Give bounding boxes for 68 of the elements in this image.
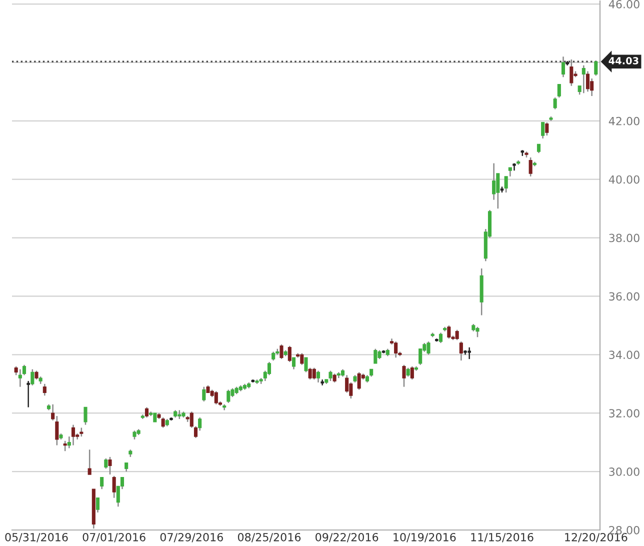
candlestick <box>96 497 100 514</box>
candlestick <box>374 348 378 364</box>
y-tick-label: 36.00 <box>609 292 640 301</box>
candlestick <box>104 458 108 470</box>
x-tick-label: 07/29/2016 <box>160 532 223 542</box>
candlestick <box>410 366 414 380</box>
candlestick <box>528 156 532 178</box>
ref-line-label: 44.03 <box>608 57 638 64</box>
x-tick-label: 05/31/2016 <box>5 532 68 542</box>
y-tick-label: 46.00 <box>608 0 640 8</box>
candlestick <box>447 324 451 340</box>
candlestick <box>144 406 149 418</box>
candlestick <box>545 122 549 136</box>
x-tick-label: 09/22/2016 <box>316 532 378 542</box>
y-tick-label: 32.00 <box>609 409 640 418</box>
candlestick <box>492 162 496 200</box>
candlestick <box>280 344 284 360</box>
candlestick <box>570 58 574 86</box>
candlestick <box>582 64 586 94</box>
candlestick <box>190 411 194 428</box>
candlestick <box>561 56 566 78</box>
candlestick <box>402 364 406 388</box>
candlestick <box>55 415 59 446</box>
candlestick <box>112 475 116 498</box>
y-tick-label: 30.00 <box>609 468 640 476</box>
x-tick-label: 08/25/2016 <box>238 532 301 542</box>
candlestick <box>214 390 218 405</box>
candlestick <box>594 60 598 76</box>
candlestick <box>394 340 398 358</box>
candlestick <box>357 372 361 390</box>
candlestick <box>42 383 46 396</box>
candlestick <box>557 84 561 98</box>
candlestick <box>541 122 545 140</box>
candlestick <box>328 370 332 382</box>
candlestick <box>476 326 480 338</box>
x-tick-label: 10/19/2016 <box>394 532 456 542</box>
candlestick <box>108 456 112 476</box>
candlestick <box>100 476 104 490</box>
candlestick <box>71 424 76 446</box>
candlestick <box>300 352 304 366</box>
candlestick <box>18 368 22 388</box>
candlestick <box>288 345 292 363</box>
x-tick-label: 07/01/2016 <box>82 532 146 542</box>
candlestick <box>51 404 55 422</box>
candlestick <box>30 368 34 386</box>
candlestick <box>308 367 312 380</box>
candlestick <box>553 96 557 110</box>
y-tick-label: 38.00 <box>609 234 640 242</box>
candlestick <box>459 340 463 362</box>
y-tick-label: 40.00 <box>608 175 640 184</box>
candlestick <box>316 370 320 384</box>
candlestick <box>88 449 92 476</box>
candlestick <box>312 367 316 380</box>
candlestick <box>226 389 230 404</box>
candlestick <box>161 416 165 428</box>
candlestick <box>202 386 206 402</box>
candlestick <box>438 332 443 344</box>
candlestick <box>84 406 88 426</box>
y-tick-label: 34.00 <box>609 350 640 360</box>
x-tick-label: 11/15/2016 <box>471 532 534 542</box>
candlestick <box>345 374 349 394</box>
candlestick <box>455 329 459 341</box>
x-tick-label: 12/20/2016 <box>565 532 628 542</box>
candlestick <box>63 440 67 452</box>
y-tick-label: 28.00 <box>609 526 640 534</box>
y-tick-label: 42.00 <box>608 116 640 126</box>
candlestick <box>426 340 430 356</box>
candlestick <box>418 348 422 366</box>
